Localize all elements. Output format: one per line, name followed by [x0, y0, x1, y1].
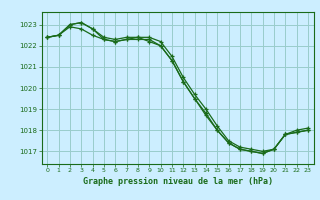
X-axis label: Graphe pression niveau de la mer (hPa): Graphe pression niveau de la mer (hPa) — [83, 177, 273, 186]
